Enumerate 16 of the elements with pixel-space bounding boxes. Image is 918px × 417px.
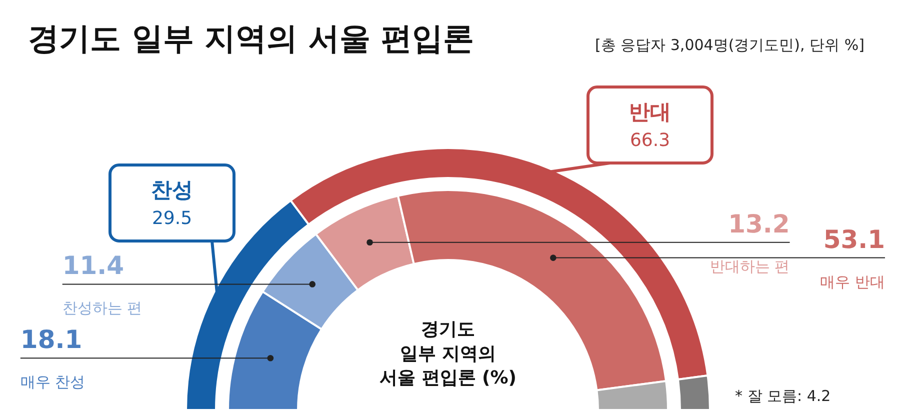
data-label: 18.1 [20,325,82,354]
chart-subtitle: [총 응답자 3,004명(경기도민), 단위 %] [595,36,864,54]
data-label: 13.2 [728,209,790,238]
data-label: 53.1 [823,224,885,254]
chart-title: 경기도 일부 지역의 서울 편입론 [28,21,474,57]
data-label: 29.5 [152,208,192,229]
slice-label: 매우 찬성 [20,373,86,392]
data-label: 11.4 [62,251,124,280]
data-label: 66.3 [630,130,670,151]
slice-label: 찬성하는 편 [62,299,142,318]
slice-label: 매우 반대 [820,272,885,291]
text: 경기도 일부 지역의 서울 편입론 (%) [379,319,517,389]
slice-label: 찬성 [151,178,193,202]
slice-label: 반대 [629,100,671,124]
text: * 잘 모름: 4.2 [735,387,831,405]
slice-label: 반대하는 편 [710,257,790,276]
